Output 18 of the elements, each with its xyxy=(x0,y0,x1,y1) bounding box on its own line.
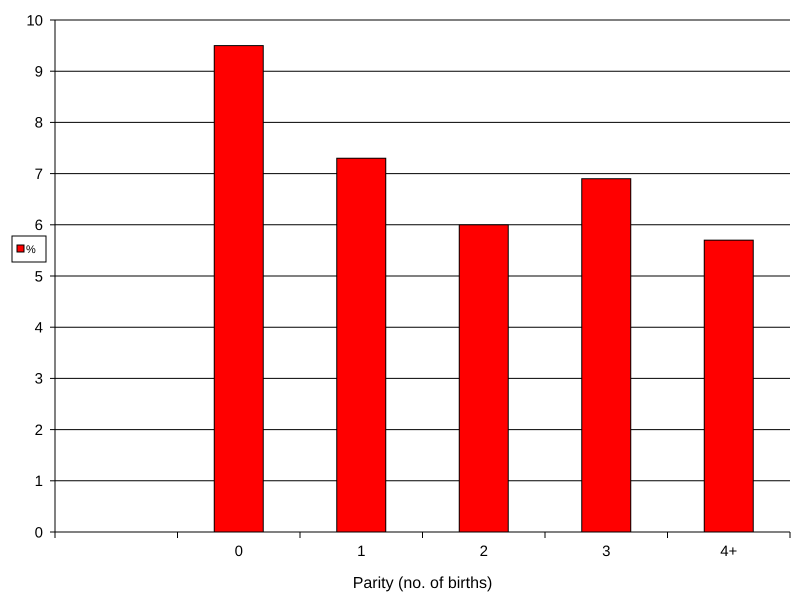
y-tick-label: 2 xyxy=(34,422,43,439)
y-tick-label: 4 xyxy=(34,319,43,336)
y-tick-label: 10 xyxy=(26,12,43,30)
x-tick-label: 0 xyxy=(234,543,243,560)
y-tick-label: 6 xyxy=(34,217,43,234)
y-tick-label: 3 xyxy=(34,370,43,388)
legend-label: % xyxy=(26,244,36,256)
x-tick-label: 2 xyxy=(480,543,488,560)
y-tick-label: 5 xyxy=(34,268,43,286)
y-tick-label: 8 xyxy=(34,114,43,132)
x-tick-label: 3 xyxy=(602,543,610,560)
x-tick-label: 1 xyxy=(357,543,366,560)
y-tick-label: 0 xyxy=(34,524,43,542)
x-axis-title: Parity (no. of births) xyxy=(352,575,492,592)
y-tick-label: 1 xyxy=(34,473,43,490)
x-tick-label: 4+ xyxy=(720,543,738,560)
y-tick-label: 9 xyxy=(34,63,43,80)
y-tick-label: 7 xyxy=(34,166,43,183)
